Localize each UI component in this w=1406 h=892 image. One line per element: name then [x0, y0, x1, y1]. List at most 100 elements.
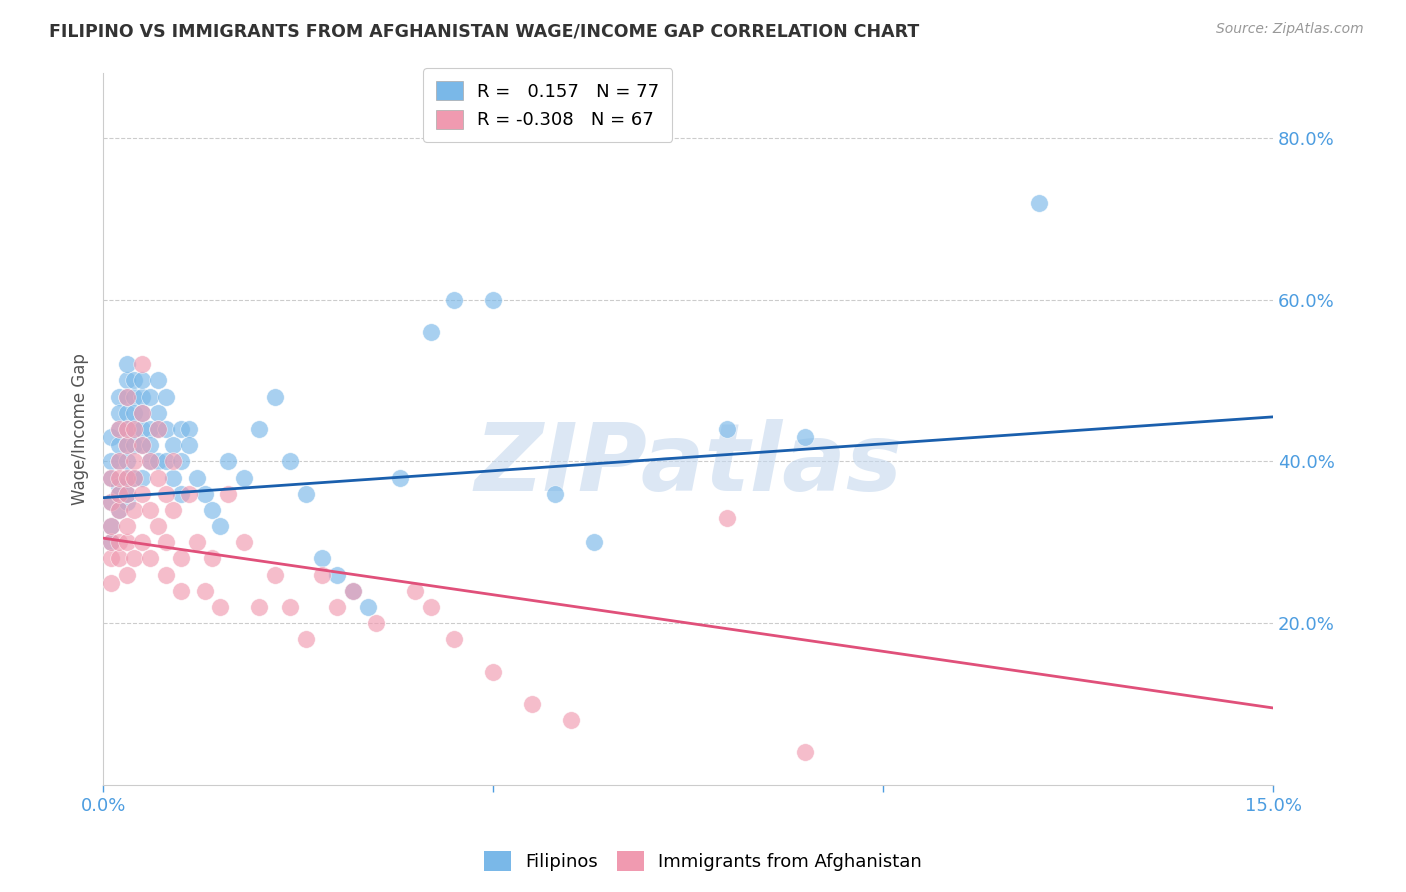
- Point: [146, 406, 169, 420]
- Point: [139, 454, 162, 468]
- Point: [124, 422, 146, 436]
- Point: [107, 422, 129, 436]
- Point: [100, 470, 122, 484]
- Point: [193, 486, 215, 500]
- Point: [404, 583, 426, 598]
- Point: [100, 454, 122, 468]
- Point: [115, 470, 138, 484]
- Point: [583, 535, 606, 549]
- Legend: Filipinos, Immigrants from Afghanistan: Filipinos, Immigrants from Afghanistan: [477, 844, 929, 879]
- Point: [100, 535, 122, 549]
- Point: [115, 422, 138, 436]
- Text: ZIPatlas: ZIPatlas: [474, 418, 903, 510]
- Point: [115, 486, 138, 500]
- Point: [311, 551, 333, 566]
- Point: [295, 486, 318, 500]
- Point: [155, 422, 177, 436]
- Point: [107, 478, 129, 492]
- Point: [124, 470, 146, 484]
- Point: [107, 406, 129, 420]
- Point: [419, 599, 441, 614]
- Point: [100, 551, 122, 566]
- Point: [115, 406, 138, 420]
- Point: [107, 454, 129, 468]
- Point: [247, 422, 270, 436]
- Point: [295, 632, 318, 647]
- Point: [107, 438, 129, 452]
- Point: [278, 454, 301, 468]
- Point: [115, 470, 138, 484]
- Point: [311, 567, 333, 582]
- Point: [146, 519, 169, 533]
- Point: [124, 374, 146, 388]
- Point: [139, 454, 162, 468]
- Point: [100, 495, 122, 509]
- Point: [146, 422, 169, 436]
- Point: [107, 390, 129, 404]
- Point: [482, 293, 505, 307]
- Point: [544, 486, 567, 500]
- Point: [186, 535, 208, 549]
- Point: [124, 470, 146, 484]
- Point: [115, 495, 138, 509]
- Point: [209, 519, 232, 533]
- Point: [232, 470, 254, 484]
- Point: [100, 430, 122, 444]
- Point: [146, 454, 169, 468]
- Point: [520, 697, 543, 711]
- Point: [155, 535, 177, 549]
- Point: [155, 486, 177, 500]
- Text: FILIPINO VS IMMIGRANTS FROM AFGHANISTAN WAGE/INCOME GAP CORRELATION CHART: FILIPINO VS IMMIGRANTS FROM AFGHANISTAN …: [49, 22, 920, 40]
- Point: [131, 390, 153, 404]
- Text: Source: ZipAtlas.com: Source: ZipAtlas.com: [1216, 22, 1364, 37]
- Point: [115, 438, 138, 452]
- Point: [139, 503, 162, 517]
- Point: [170, 422, 193, 436]
- Point: [100, 519, 122, 533]
- Point: [201, 551, 224, 566]
- Y-axis label: Wage/Income Gap: Wage/Income Gap: [72, 353, 89, 505]
- Point: [107, 486, 129, 500]
- Point: [326, 567, 349, 582]
- Point: [170, 486, 193, 500]
- Point: [131, 357, 153, 371]
- Point: [124, 551, 146, 566]
- Point: [443, 293, 465, 307]
- Point: [124, 422, 146, 436]
- Point: [388, 470, 411, 484]
- Point: [100, 495, 122, 509]
- Legend: R =   0.157   N = 77, R = -0.308   N = 67: R = 0.157 N = 77, R = -0.308 N = 67: [423, 68, 672, 142]
- Point: [326, 599, 349, 614]
- Point: [177, 486, 200, 500]
- Point: [139, 551, 162, 566]
- Point: [115, 519, 138, 533]
- Point: [443, 632, 465, 647]
- Point: [131, 438, 153, 452]
- Point: [217, 454, 239, 468]
- Point: [124, 438, 146, 452]
- Point: [107, 422, 129, 436]
- Point: [193, 583, 215, 598]
- Point: [146, 470, 169, 484]
- Point: [155, 390, 177, 404]
- Point: [115, 374, 138, 388]
- Point: [794, 430, 817, 444]
- Point: [107, 535, 129, 549]
- Point: [364, 615, 387, 630]
- Point: [357, 599, 380, 614]
- Point: [131, 438, 153, 452]
- Point: [1028, 195, 1050, 210]
- Point: [131, 470, 153, 484]
- Point: [146, 422, 169, 436]
- Point: [560, 713, 582, 727]
- Point: [209, 599, 232, 614]
- Point: [170, 454, 193, 468]
- Point: [170, 583, 193, 598]
- Point: [201, 503, 224, 517]
- Point: [482, 665, 505, 679]
- Point: [139, 390, 162, 404]
- Point: [155, 454, 177, 468]
- Point: [139, 422, 162, 436]
- Point: [100, 470, 122, 484]
- Point: [716, 511, 738, 525]
